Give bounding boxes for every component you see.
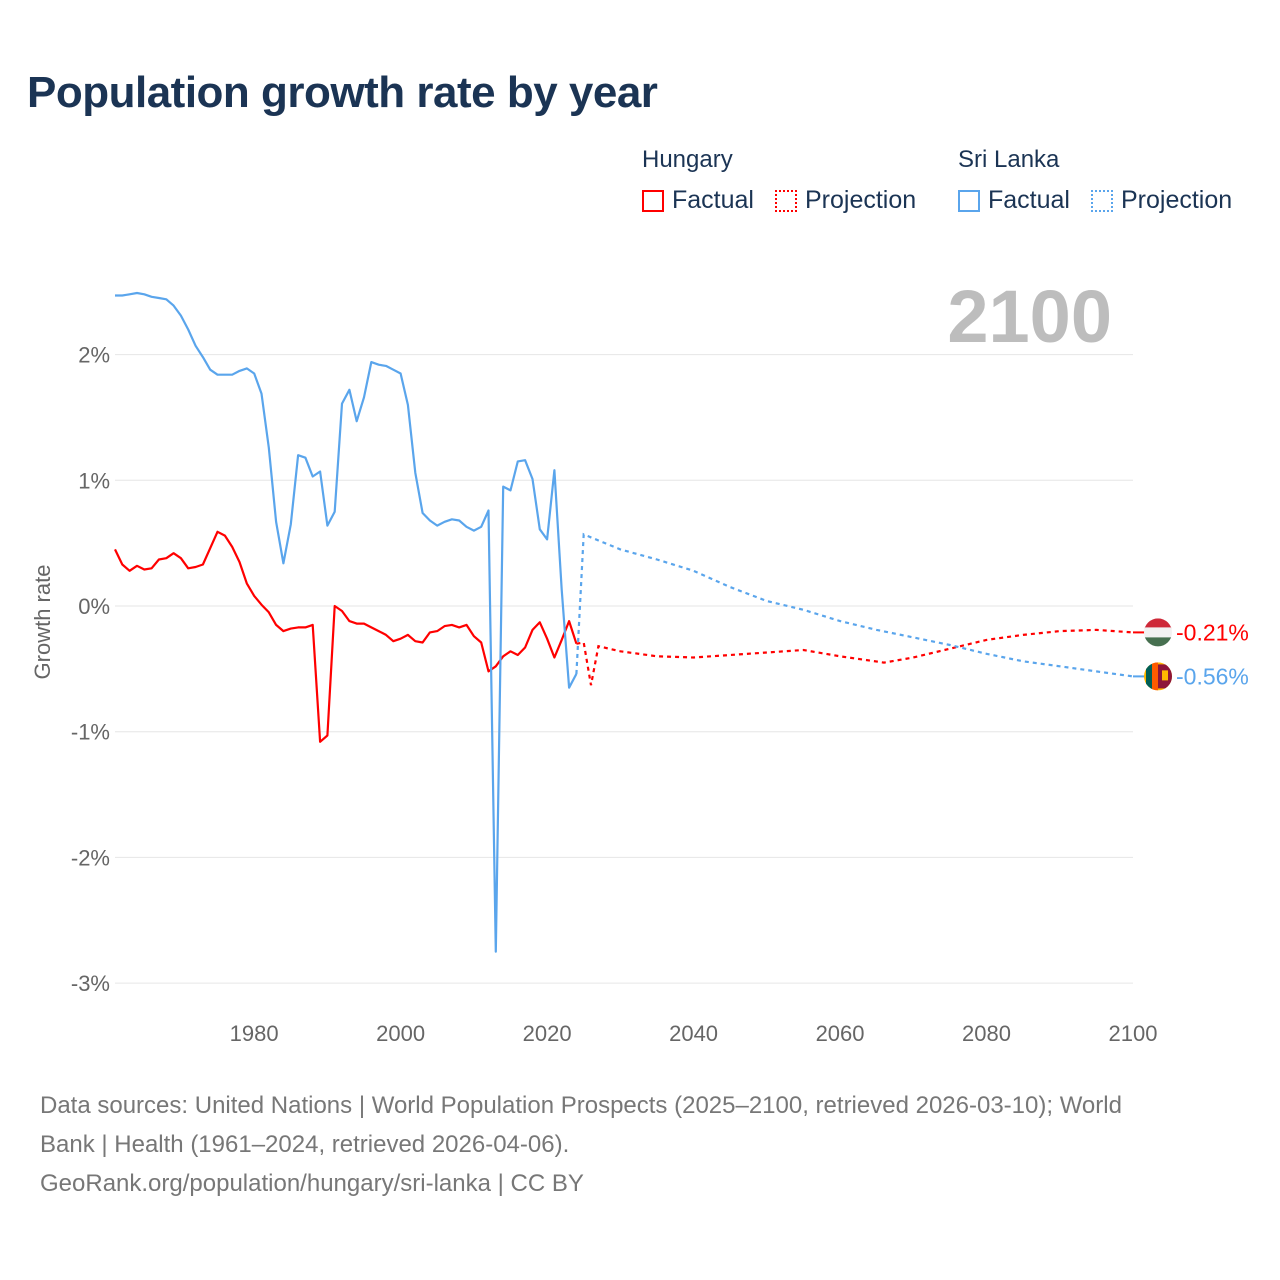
hungary-flag-icon bbox=[1144, 618, 1172, 647]
dotted-swatch-icon bbox=[1091, 189, 1113, 212]
series-sri-lanka-factual bbox=[115, 291, 578, 953]
x-tick-label: 2100 bbox=[1109, 1021, 1158, 1046]
legend-group-hungary: Hungary bbox=[642, 146, 733, 173]
legend-label: Factual bbox=[988, 186, 1070, 214]
x-tick-label: 2040 bbox=[669, 1021, 718, 1046]
line-chart: 2100 Growth rate 2% 1% 0% -1% -2% -3% 1980 2000… bbox=[30, 275, 1249, 1046]
flag-stripe bbox=[1152, 662, 1158, 691]
legend-label: Projection bbox=[805, 186, 917, 214]
flag-stripe bbox=[1144, 627, 1172, 638]
end-value-label: -0.56% bbox=[1176, 663, 1249, 689]
y-tick-label: -3% bbox=[71, 971, 110, 996]
x-tick-label: 1980 bbox=[230, 1021, 279, 1046]
flag-body bbox=[1144, 662, 1172, 691]
y-tick-label: 1% bbox=[78, 468, 110, 493]
footer-sources-2: Bank | Health (1961–2024, retrieved 2026… bbox=[40, 1131, 570, 1158]
x-tick-label: 2020 bbox=[523, 1021, 572, 1046]
series-hungary-factual bbox=[114, 530, 578, 743]
footer-link[interactable]: GeoRank.org/population/hungary/sri-lanka… bbox=[40, 1170, 584, 1197]
flag-stripe bbox=[1146, 662, 1152, 691]
sri-lanka-flag-icon bbox=[1144, 662, 1172, 691]
y-tick-label: -1% bbox=[71, 720, 110, 745]
footer-sources-1: Data sources: United Nations | World Pop… bbox=[40, 1092, 1122, 1119]
legend-label: Projection bbox=[1121, 186, 1233, 214]
x-tick-label: 2060 bbox=[816, 1021, 865, 1046]
end-value-label: -0.21% bbox=[1176, 619, 1249, 645]
page-title: Population growth rate by year bbox=[27, 68, 658, 117]
flag-lion bbox=[1162, 670, 1168, 681]
legend-sri-lanka-projection[interactable]: Projection bbox=[1091, 186, 1232, 215]
legend-label: Factual bbox=[672, 186, 754, 214]
x-tick-label: 2000 bbox=[376, 1021, 425, 1046]
legend-hungary-factual[interactable]: Factual bbox=[642, 186, 754, 215]
flag-body bbox=[1144, 618, 1172, 647]
legend-sri-lanka-factual[interactable]: Factual bbox=[958, 186, 1070, 215]
y-tick-label: 2% bbox=[78, 343, 110, 368]
flag-stripe bbox=[1144, 637, 1172, 647]
solid-swatch-icon bbox=[958, 189, 980, 212]
flag-stripe bbox=[1144, 618, 1172, 629]
y-tick-label: -2% bbox=[71, 845, 110, 870]
y-axis-label: Growth rate bbox=[30, 565, 55, 680]
legend-group-sri-lanka: Sri Lanka bbox=[958, 146, 1060, 173]
series-hungary-projection bbox=[576, 628, 1134, 686]
legend-hungary-projection[interactable]: Projection bbox=[775, 186, 916, 215]
dotted-swatch-icon bbox=[775, 189, 797, 212]
y-tick-label: 0% bbox=[78, 594, 110, 619]
x-tick-label: 2080 bbox=[962, 1021, 1011, 1046]
year-display: 2100 bbox=[947, 275, 1112, 358]
series-sri-lanka-projection bbox=[575, 532, 1134, 678]
solid-swatch-icon bbox=[642, 189, 664, 212]
